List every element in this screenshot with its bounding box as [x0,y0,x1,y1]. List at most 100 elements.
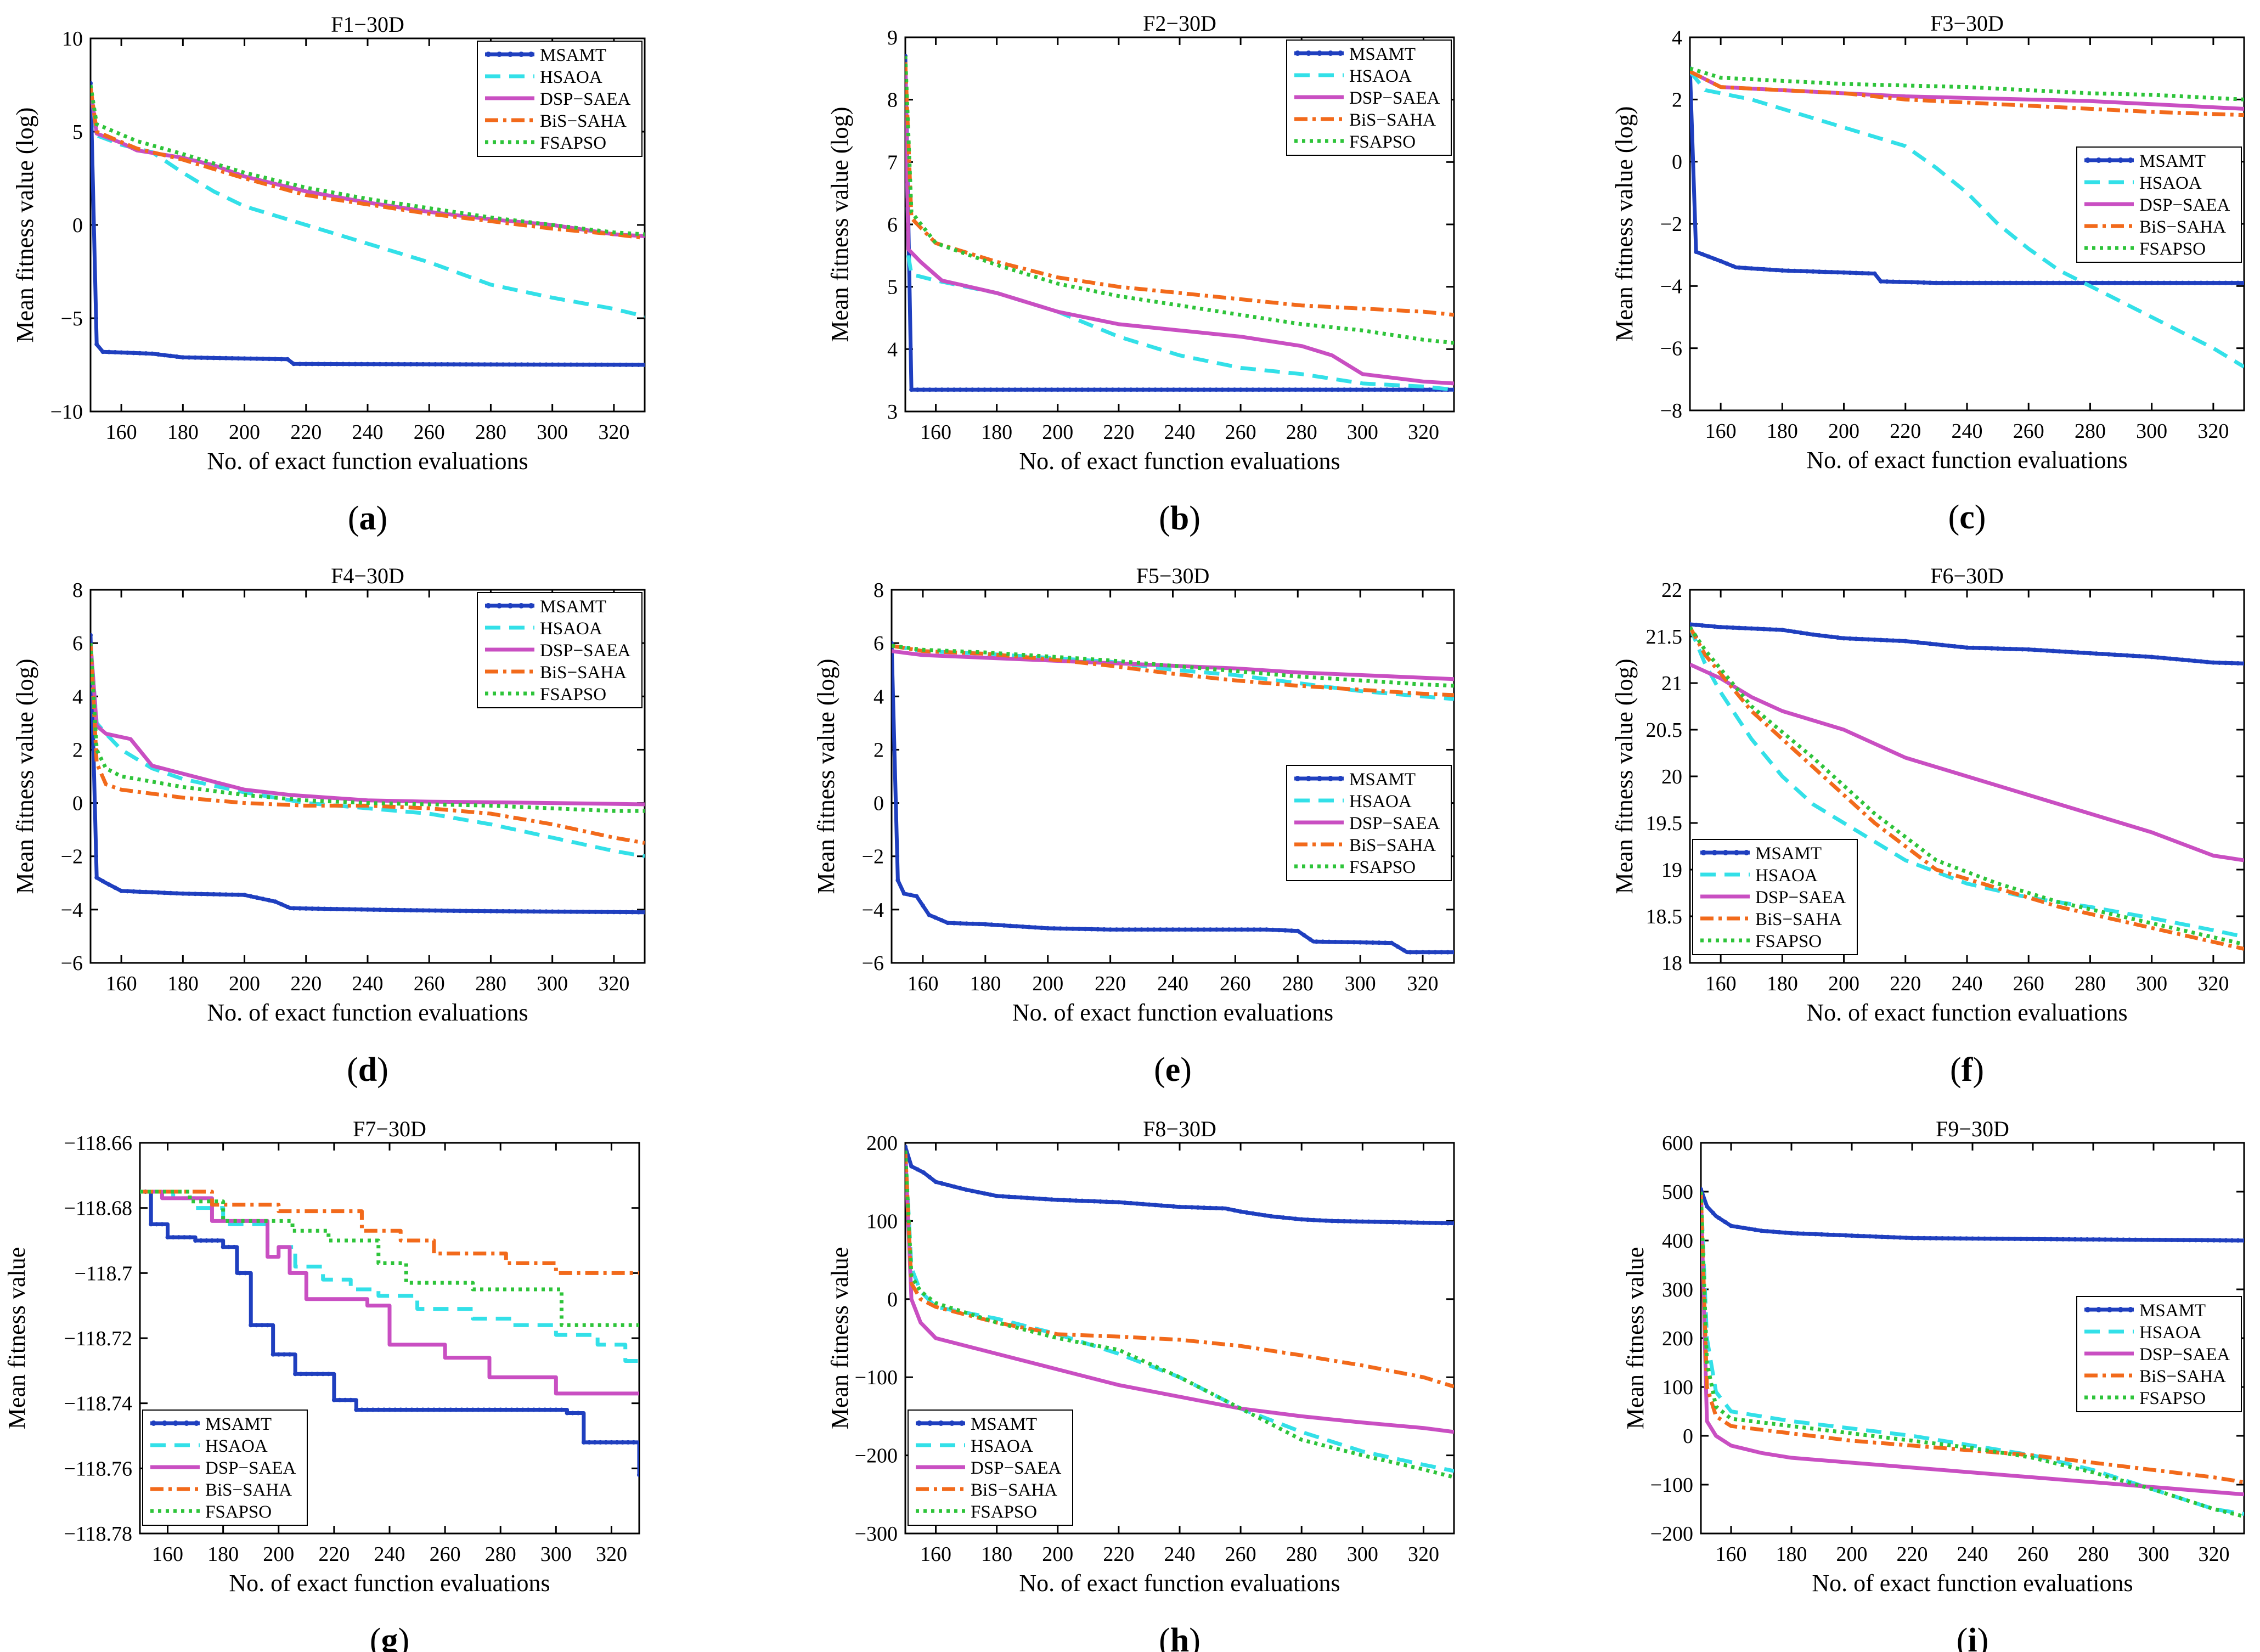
series-marker [1694,622,1699,627]
legend-marker [497,52,502,57]
series-marker [1339,940,1344,945]
series-marker [285,357,290,362]
y-axis-label: Mean fitness value (log) [1611,106,1638,342]
series-marker [1452,387,1454,392]
series-marker [1958,280,1963,285]
series-marker [1747,1226,1751,1231]
series-marker [348,1397,353,1402]
series-marker [630,910,635,915]
series-marker [1190,1205,1194,1210]
series-marker [927,1175,932,1180]
series-marker [2162,280,2167,285]
series-marker [2002,646,2007,651]
series-marker [1239,927,1244,932]
chart-title: F4−30D [331,563,404,588]
series-marker [112,350,117,355]
series-marker [156,352,161,357]
series-marker [1275,387,1280,392]
series-marker [1061,387,1066,392]
series-line-dspsaea [140,1189,639,1396]
series-marker [377,362,382,367]
series-line-dspsaea [91,642,645,807]
series-marker [91,633,93,638]
series-marker [1401,948,1406,953]
series-group [1701,1187,2244,1519]
chart-title: F8−30D [1143,1117,1216,1141]
series-marker [1844,1233,1848,1238]
series-marker [1807,1231,1812,1236]
y-tick-label: 3 [887,401,898,424]
series-marker [976,1189,981,1194]
panel-5: 160 180 200 220 240 260 280 300 320 −6 −4 −2 0 2 4 6 8 F5… [813,563,1455,1089]
series-marker [1126,927,1131,932]
panel-6: 160 180 200 220 240 260 280 300 320 18 18.5 19 19.5 2… [1611,563,2245,1089]
series-marker [1104,387,1109,392]
x-tick-label: 300 [1345,972,1376,995]
series-marker [2100,651,2105,656]
series-marker [1170,927,1175,932]
series-marker [1384,1220,1389,1225]
legend-label: BiS−SAHA [971,1480,1057,1500]
series-marker [476,909,481,914]
series-marker [2115,1237,2120,1242]
series-marker [1983,646,1988,651]
x-tick-label: 220 [1897,1543,1928,1566]
series-marker [568,362,573,367]
series-marker [1037,387,1042,392]
series-marker [2200,1238,2204,1243]
series-marker [2194,1238,2198,1243]
series-marker [488,362,493,367]
series-marker [445,362,450,367]
series-marker [1378,1220,1383,1225]
legend-marker [1734,850,1739,855]
series-marker [532,362,536,367]
series-marker [1153,1203,1158,1208]
series-marker [354,1407,359,1412]
series-marker [620,1440,625,1445]
series-marker [1433,1221,1438,1226]
series-marker [119,888,124,893]
series-marker [402,362,407,367]
series-marker [543,1407,548,1412]
series-marker [1996,280,2000,285]
y-tick-label: 8 [873,579,884,602]
series-marker [1823,634,1828,639]
series-marker [1033,925,1038,930]
legend-label: BiS−SAHA [2139,1367,2226,1386]
series-marker [1092,387,1097,392]
y-axis-label: Mean fitness value [3,1247,30,1429]
series-marker [1952,644,1957,649]
series-marker [1976,1236,1981,1241]
series-marker [188,1235,192,1240]
y-tick-label: −300 [855,1523,898,1546]
series-marker [1043,1197,1048,1202]
series-marker [643,910,645,915]
y-tick-label: −10 [50,401,83,424]
series-marker [2212,1238,2216,1243]
series-marker [1946,1236,1951,1241]
series-marker [2088,651,2093,656]
y-tick-label: 6 [873,632,884,655]
series-marker [91,81,93,86]
legend-label: MSAMT [1349,44,1416,64]
series-marker [532,909,536,914]
series-marker [298,1372,303,1377]
series-marker [1141,387,1146,392]
series-line-dspsaea [91,88,645,238]
series-marker [909,387,914,392]
series-marker [2026,647,2031,652]
series-marker [2049,1237,2053,1242]
series-marker [2143,654,2148,659]
series-marker [2057,280,2062,285]
x-tick-label: 240 [1957,1543,1988,1566]
series-marker [320,1372,325,1377]
series-marker [487,1407,492,1412]
series-marker [1886,1234,1890,1239]
series-marker [1737,625,1742,630]
series-marker [2000,1236,2005,1241]
series-marker [1761,267,1766,272]
y-tick-label: 21 [1661,672,1682,695]
series-marker [599,362,604,367]
series-marker [359,362,364,367]
